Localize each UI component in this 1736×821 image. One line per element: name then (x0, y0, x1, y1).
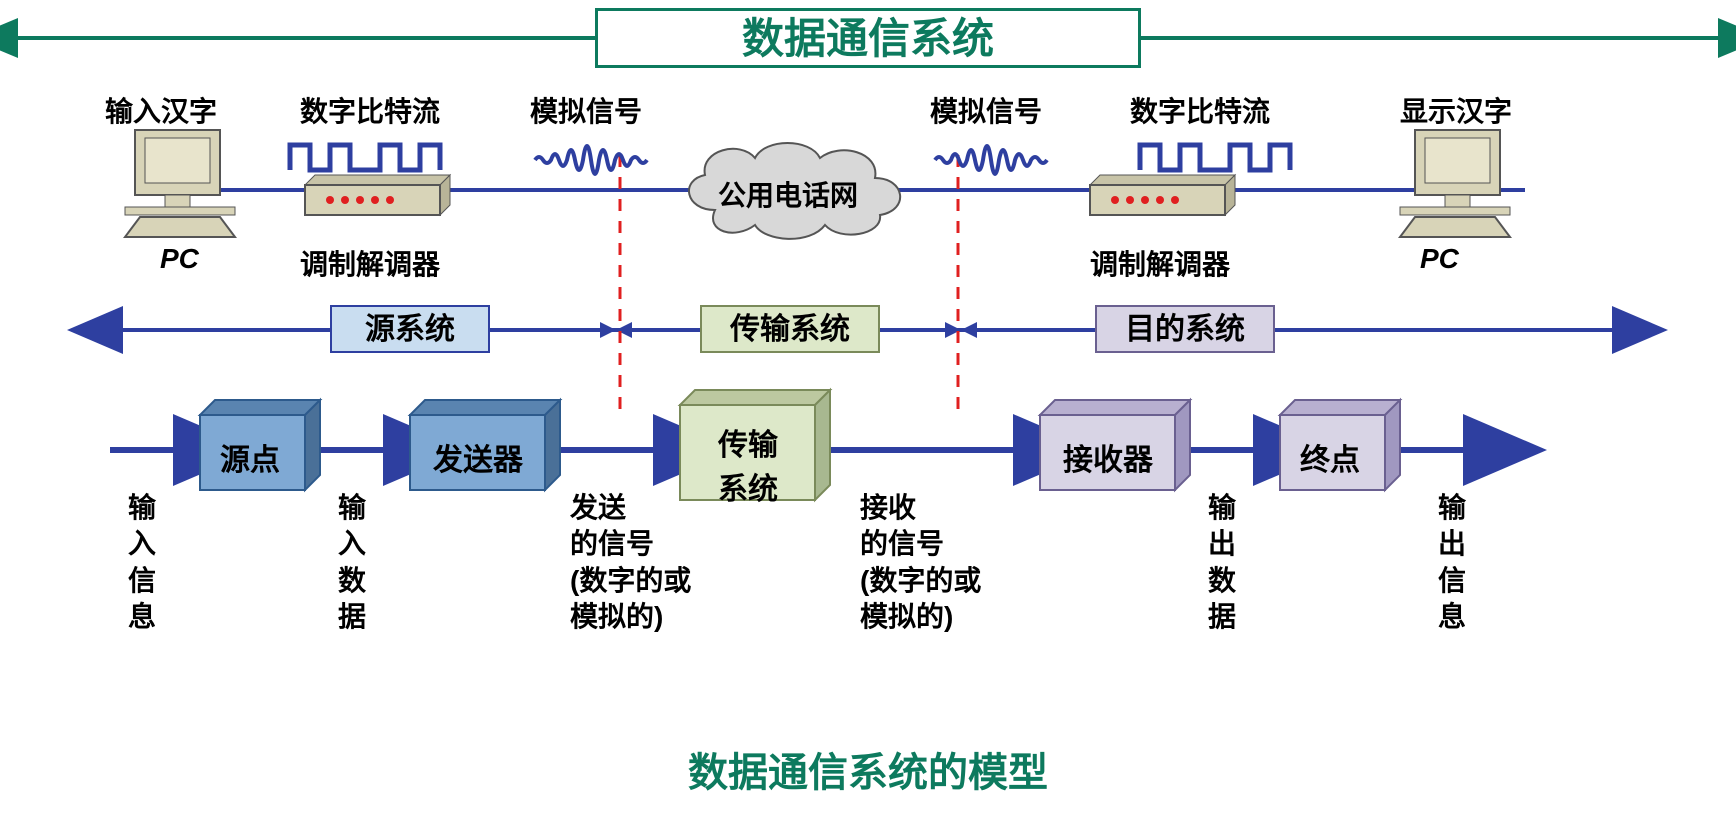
label-output-data: 输 出 数 据 (1208, 490, 1236, 636)
label-modem-right: 调制解调器 (1090, 243, 1230, 283)
label-pc-left: PC (160, 243, 199, 275)
label-analog-left: 模拟信号 (530, 90, 642, 130)
trans-system-label: 传输 系统 (718, 420, 778, 508)
transmission-system-label: 传输系统 (730, 313, 850, 346)
label-send-signal: 发送 的信号 (数字的或 模拟的) (570, 490, 691, 636)
label-digital-right: 数字比特流 (1130, 90, 1270, 130)
receiver-label: 接收器 (1063, 435, 1153, 479)
pc-right-icon (1375, 125, 1515, 245)
label-pc-right: PC (1420, 243, 1459, 275)
destination-system-label: 目的系统 (1125, 313, 1245, 346)
label-output-info: 输 出 信 息 (1438, 490, 1466, 636)
label-input-info: 输 入 信 息 (128, 490, 156, 636)
source-system-box: 源系统 (330, 305, 490, 353)
modem-left-icon (295, 170, 455, 225)
source-point-label: 源点 (220, 435, 280, 479)
destination-system-box: 目的系统 (1095, 305, 1275, 353)
label-analog-right: 模拟信号 (930, 90, 1042, 130)
pc-left-icon (120, 125, 260, 245)
label-recv-signal: 接收 的信号 (数字的或 模拟的) (860, 490, 981, 636)
modem-right-icon (1080, 170, 1240, 225)
label-digital-left: 数字比特流 (300, 90, 440, 130)
source-system-label: 源系统 (365, 313, 455, 346)
label-input-data: 输 入 数 据 (338, 490, 366, 636)
title-text: 数据通信系统 (742, 15, 994, 62)
label-input-hanzi: 输入汉字 (105, 90, 217, 130)
label-modem-left: 调制解调器 (300, 243, 440, 283)
cloud-label: 公用电话网 (718, 174, 858, 214)
label-display-hanzi: 显示汉字 (1400, 90, 1512, 130)
title-box: 数据通信系统 (595, 8, 1141, 68)
transmission-system-box: 传输系统 (700, 305, 880, 353)
end-point-label: 终点 (1300, 435, 1360, 479)
sender-label: 发送器 (433, 435, 523, 479)
footer-title: 数据通信系统的模型 (0, 740, 1736, 798)
